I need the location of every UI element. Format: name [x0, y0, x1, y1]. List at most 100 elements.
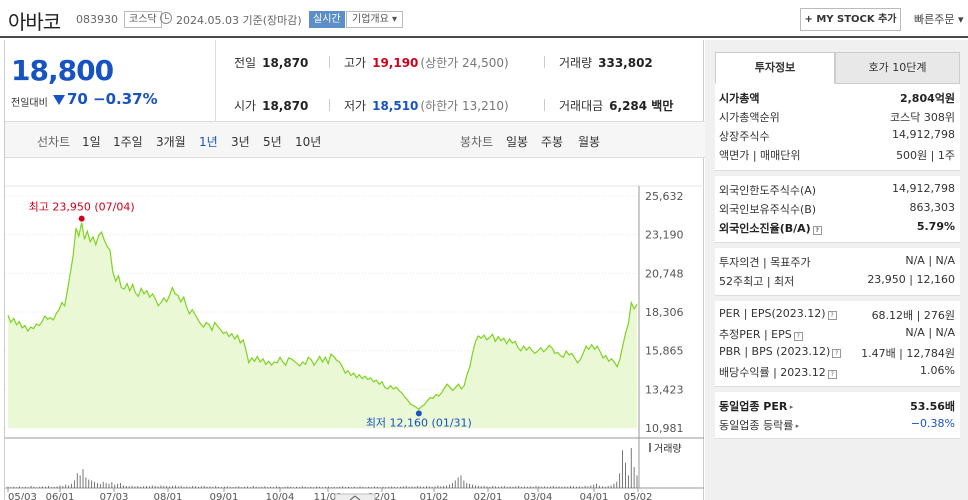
period-1w[interactable]: 1주일 [113, 135, 143, 149]
period-10y[interactable]: 10년 [295, 135, 322, 149]
x-tick-label: 11/01 [314, 492, 343, 500]
info-key: 시가총액 [719, 92, 760, 105]
candle-week[interactable]: 주봉 [541, 135, 564, 149]
info-value: 14,912,798 [892, 128, 955, 141]
info-key: 동일업종 등락률 ▸ [719, 419, 800, 432]
candle-day[interactable]: 일봉 [506, 135, 529, 149]
info-tabs: 투자정보 호가 10단계 [715, 52, 960, 84]
investment-info-panel: 투자정보 호가 10단계 시가총액 2,804억원 시가총액순위 코스닥 308위 상장… [705, 40, 968, 500]
help-icon[interactable]: ? [793, 332, 803, 341]
volume-legend-icon [649, 443, 651, 452]
price-line [7, 222, 638, 411]
info-value: 53.56배 [910, 400, 955, 413]
chevron-right-icon[interactable]: ▸ [787, 403, 794, 411]
price-change: 70 [67, 90, 88, 108]
stock-header: 아바코 083930 코스닥 2024.05.03 기준(장마감) 실시간 기업… [0, 0, 968, 38]
quick-order-dropdown[interactable]: 빠른주문 ▾ [914, 13, 964, 26]
y-tick-label: 23,190 [645, 229, 684, 242]
help-icon[interactable]: ? [832, 349, 842, 358]
price-change-pct: −0.37% [93, 90, 158, 108]
info-key: 투자의견 | 목표주가 [719, 256, 811, 269]
volume-legend: 거래량 [654, 443, 682, 455]
low-label: 저가 [344, 99, 367, 113]
divider [329, 56, 330, 68]
info-key: 외국인한도주식수(A) [719, 184, 817, 197]
prev-close-label: 전일 [234, 56, 257, 70]
info-value: 23,950 | 12,160 [867, 273, 955, 286]
info-row: 시가총액 2,804억원 [719, 90, 955, 108]
low-annotation: 최저 12,160 (01/31) [366, 416, 472, 429]
info-row: 동일업종 등락률 ▸ −0.38% [719, 417, 955, 435]
info-key: PER | EPS(2023.12)? [719, 307, 837, 320]
period-3y[interactable]: 3년 [231, 135, 250, 149]
high-label: 고가 [344, 56, 367, 70]
info-value: 68.12배 | 276원 [871, 309, 955, 322]
low-marker [415, 410, 422, 417]
high-marker [78, 215, 85, 222]
help-icon[interactable]: ? [827, 311, 837, 320]
info-key: 동일업종 PER ▸ [719, 400, 794, 413]
foreign-holding-card: 외국인한도주식수(A) 14,912,798 외국인보유주식수(B) 863,303 외… [715, 176, 960, 243]
x-tick-label: 05/03 [8, 492, 37, 500]
divider [544, 56, 545, 68]
candle-chart-label: 봉차트 [460, 135, 494, 149]
help-icon[interactable]: ? [827, 370, 837, 379]
high-value: 19,190 [372, 56, 419, 70]
down-triangle-icon [53, 95, 65, 105]
x-tick-label: 09/01 [210, 492, 239, 500]
realtime-button[interactable]: 실시간 [309, 11, 345, 28]
info-row: 동일업종 PER ▸ 53.56배 [719, 398, 955, 416]
info-key: PBR | BPS (2023.12)? [719, 345, 842, 358]
expand-toggle[interactable] [334, 493, 376, 500]
info-value: 5.79% [916, 220, 955, 233]
info-row: PBR | BPS (2023.12)? 1.47배 | 12,784원 [719, 345, 955, 363]
x-tick-label: 10/04 [266, 492, 295, 500]
divider [544, 99, 545, 111]
prev-close-value: 18,870 [262, 56, 309, 70]
x-tick-label: 06/01 [46, 492, 75, 500]
tab-orderbook[interactable]: 호가 10단계 [835, 52, 960, 84]
y-tick-label: 20,748 [645, 267, 684, 280]
price-stats: 전일 18,870 고가 19,190 (상한가 24,500) 거래량 333,802… [215, 40, 705, 122]
info-row: 외국인보유주식수(B) 863,303 [719, 201, 955, 219]
info-row: 배당수익률 | 2023.12? 1.06% [719, 364, 955, 382]
period-5y[interactable]: 5년 [263, 135, 282, 149]
add-my-stock-button[interactable]: + MY STOCK 추가 [800, 8, 901, 31]
opinion-card: 투자의견 | 목표주가 N/A | N/A 52주최고 | 최저 23,950 | 1… [715, 248, 960, 296]
y-tick-label: 18,306 [645, 306, 684, 319]
help-icon[interactable]: ? [812, 226, 822, 235]
current-price-box: 18,800 전일대비 70 −0.37% [5, 40, 215, 122]
info-row: 외국인소진율(B/A)? 5.79% [719, 220, 955, 238]
chevron-up-icon [349, 495, 361, 500]
info-row: 시가총액순위 코스닥 308위 [719, 109, 955, 127]
chart-period-bar: 선차트 1일 1주일 3개월 1년 3년 5년 10년 봉차트 일봉 주봉 월봉 [5, 122, 705, 158]
x-tick-label: 05/02 [624, 492, 653, 500]
y-tick-label: 15,865 [645, 345, 684, 358]
divider [329, 99, 330, 111]
tab-investment-info[interactable]: 투자정보 [715, 52, 835, 84]
period-3m[interactable]: 3개월 [156, 135, 186, 149]
y-tick-label: 13,423 [645, 383, 684, 396]
open-price: 시가 18,870 [234, 97, 308, 114]
info-row: PER | EPS(2023.12)? 68.12배 | 276원 [719, 307, 955, 325]
corp-info-dropdown[interactable]: 기업개요 ▾ [346, 11, 403, 28]
period-1y[interactable]: 1년 [199, 135, 218, 149]
volume: 거래량 333,802 [559, 54, 653, 71]
info-key: 외국인소진율(B/A)? [719, 220, 822, 236]
chevron-right-icon[interactable]: ▸ [793, 422, 800, 430]
info-key: 시가총액순위 [719, 111, 780, 124]
info-key: 추정PER | EPS? [719, 326, 803, 342]
period-1d[interactable]: 1일 [82, 135, 101, 149]
x-tick-label: 03/04 [524, 492, 553, 500]
clock-icon [160, 12, 172, 24]
market-badge: 코스닥 [124, 11, 162, 28]
info-value: 2,804억원 [899, 92, 955, 105]
stock-code: 083930 [76, 13, 118, 26]
day-high: 고가 19,190 (상한가 24,500) [344, 54, 509, 71]
y-tick-label: 25,632 [645, 190, 684, 203]
candle-month[interactable]: 월봉 [578, 135, 601, 149]
x-tick-label: 07/03 [100, 492, 129, 500]
price-area [8, 222, 637, 428]
